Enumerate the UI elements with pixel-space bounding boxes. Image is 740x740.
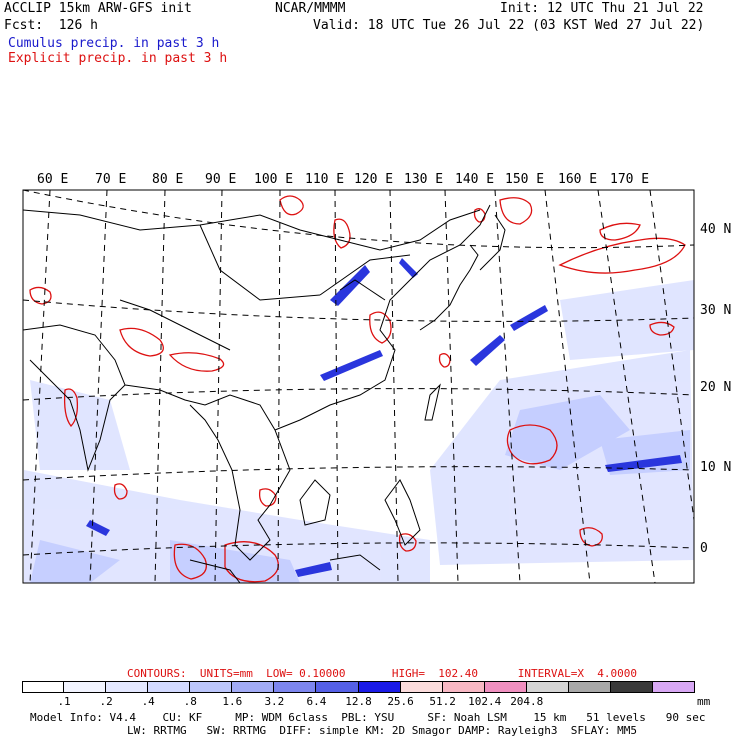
lat-label: 30 N (700, 303, 732, 318)
lat-label: 20 N (700, 380, 732, 395)
colorbar-swatch (610, 681, 653, 693)
colorbar-label: .1 (57, 695, 71, 708)
contour-info: CONTOURS: UNITS=mm LOW= 0.10000 HIGH= 10… (127, 667, 637, 680)
colorbar-swatch (526, 681, 569, 693)
colorbar-label: 102.4 (468, 695, 502, 708)
colorbar-label: .2 (99, 695, 113, 708)
lon-label: 140 E (455, 172, 495, 187)
heavy-cumulus-streaks (86, 258, 682, 577)
colorbar-label: 6.4 (306, 695, 327, 708)
colorbar-label: 12.8 (345, 695, 372, 708)
legend-explicit: Explicit precip. in past 3 h (8, 51, 228, 66)
center-label: NCAR/MMMM (275, 1, 346, 16)
valid-time: Valid: 18 UTC Tue 26 Jul 22 (03 KST Wed … (313, 18, 705, 33)
forecast-hour: Fcst: 126 h (4, 18, 98, 33)
colorbar-label: .8 (183, 695, 197, 708)
model-info: Model Info: V4.4 CU: KF MP: WDM 6class P… (30, 711, 706, 724)
colorbar-swatch (64, 681, 107, 693)
lon-label: 110 E (305, 172, 345, 187)
colorbar-swatch (148, 681, 191, 693)
colorbar-label: .4 (141, 695, 155, 708)
colorbar-label: 25.6 (387, 695, 414, 708)
init-time: Init: 12 UTC Thu 21 Jul 22 (500, 1, 704, 16)
graticule (23, 190, 694, 583)
colorbar-units: mm (697, 695, 711, 708)
map-frame (22, 189, 695, 584)
colorbar-swatch (22, 681, 65, 693)
colorbar-swatch (232, 681, 275, 693)
colorbar-label: 3.2 (264, 695, 285, 708)
lon-label: 160 E (558, 172, 598, 187)
lon-label: 150 E (505, 172, 545, 187)
colorbar-swatch (274, 681, 317, 693)
colorbar-label: 1.6 (222, 695, 243, 708)
colorbar-swatch (106, 681, 149, 693)
colorbar-label: 204.8 (510, 695, 544, 708)
lon-label: 70 E (95, 172, 127, 187)
lon-label: 60 E (37, 172, 69, 187)
colorbar-swatch (484, 681, 527, 693)
colorbar-swatch (442, 681, 485, 693)
lon-label: 120 E (354, 172, 394, 187)
colorbar-swatch (358, 681, 401, 693)
lon-label: 170 E (610, 172, 650, 187)
model-title: ACCLIP 15km ARW-GFS init (4, 1, 192, 16)
legend-cumulus: Cumulus precip. in past 3 h (8, 36, 220, 51)
colorbar-swatch (316, 681, 359, 693)
lat-label: 10 N (700, 460, 732, 475)
lon-label: 130 E (404, 172, 444, 187)
colorbar-swatch (568, 681, 611, 693)
lon-label: 90 E (205, 172, 237, 187)
colorbar-label: 51.2 (429, 695, 456, 708)
colorbar-swatch (190, 681, 233, 693)
lon-label: 80 E (152, 172, 184, 187)
physics-info: LW: RRTMG SW: RRTMG DIFF: simple KM: 2D … (127, 724, 637, 737)
precip-fields (24, 195, 694, 583)
lat-label: 40 N (700, 222, 732, 237)
colorbar-frame (22, 681, 695, 693)
lat-label: 0 (700, 541, 708, 556)
lon-label: 100 E (254, 172, 294, 187)
colorbar-swatch (400, 681, 443, 693)
